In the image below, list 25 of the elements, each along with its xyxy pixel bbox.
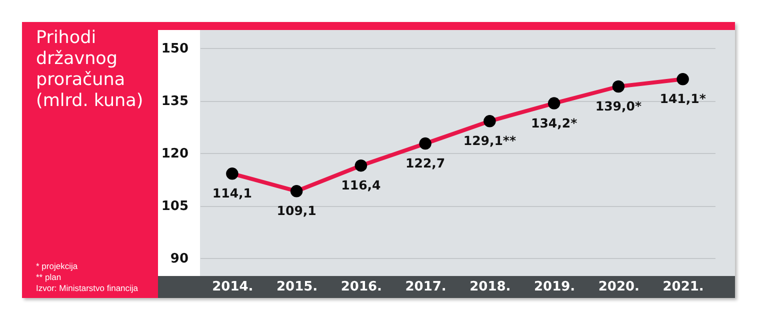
data-label: 141,1* [660,91,706,106]
x-tick-label: 2014. [212,280,254,294]
data-label: 122,7 [406,156,446,171]
text: * projekcija [36,261,79,272]
y-tick-label: 90 [170,252,188,266]
y-tick-label: 120 [161,146,188,162]
data-label: 134,2* [531,115,578,130]
x-tick-label: 2015. [276,280,318,294]
x-tick-label: 2021. [662,280,704,294]
data-label: 109,1 [276,203,316,218]
y-tick-label: 135 [161,94,188,109]
x-tick-label: 2020. [598,280,640,294]
data-label: 139,0* [595,98,642,114]
text: Prihodi državnog proračuna (mlrd. kuna) [36,28,144,112]
x-tick-label: 2018. [470,280,511,294]
x-tick-label: 2016. [340,280,382,294]
data-label: 114,1 [212,186,252,201]
y-tick-label: 105 [161,199,188,214]
text: Izvor: Ministarstvo financija [36,283,138,294]
data-label: 116,4 [341,178,382,193]
data-label: 129,1** [463,133,516,148]
text: ** plan [36,272,62,283]
x-tick-label: 2019. [534,280,576,294]
x-tick-label: 2017. [405,280,446,294]
y-tick-label: 150 [161,42,188,56]
